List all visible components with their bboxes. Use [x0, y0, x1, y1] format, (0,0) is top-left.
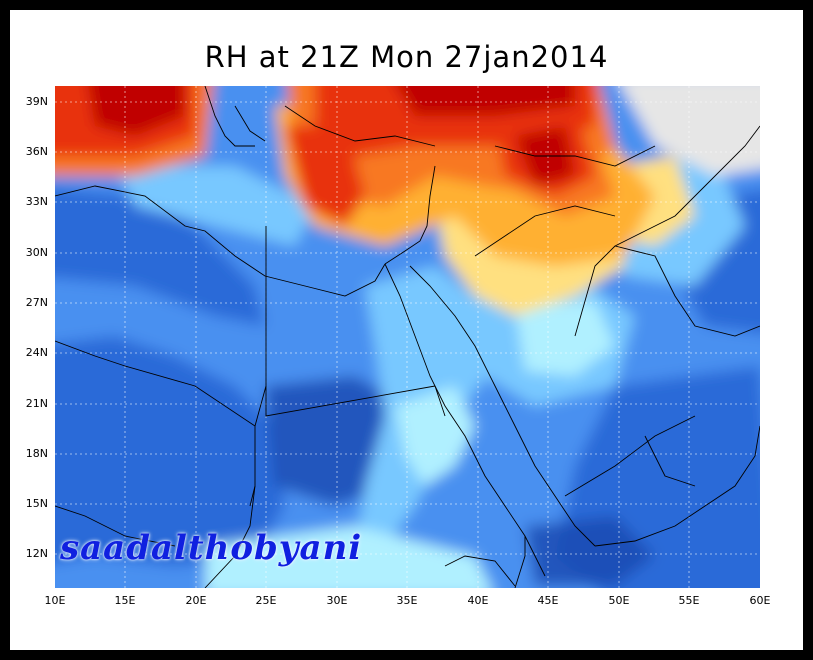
lon-label: 40E — [467, 594, 489, 607]
field-red-med — [285, 126, 365, 226]
lon-label: 35E — [396, 594, 418, 607]
lon-label: 50E — [608, 594, 630, 607]
field-cyan-south — [205, 526, 491, 588]
field-cyan-arabia — [515, 301, 615, 376]
lat-label: 18N — [25, 447, 48, 460]
lat-label: 21N — [25, 397, 48, 410]
lat-label: 30N — [25, 246, 48, 259]
lat-label: 33N — [25, 195, 48, 208]
field-cyan-redsea — [395, 386, 475, 486]
lat-label: 24N — [25, 346, 48, 359]
lat-label: 27N — [25, 296, 48, 309]
lat-label: 15N — [25, 497, 48, 510]
field-light-blue-libya — [115, 166, 315, 246]
field-deep-blue-northwest — [55, 188, 265, 326]
field-gray-north — [620, 86, 760, 176]
lon-label: 25E — [255, 594, 277, 607]
field-deep-blue-yemen — [525, 516, 655, 586]
lon-label: 30E — [326, 594, 348, 607]
lon-label: 15E — [114, 594, 136, 607]
lon-label: 10E — [44, 594, 66, 607]
field-darkred-n — [397, 86, 575, 116]
lon-label: 60E — [749, 594, 771, 607]
lat-label: 39N — [25, 95, 48, 108]
field-deep-blue-west — [55, 336, 285, 566]
lat-label: 12N — [25, 547, 48, 560]
field-darkred-w — [88, 86, 185, 136]
coastlines — [55, 86, 760, 588]
lon-label: 45E — [537, 594, 559, 607]
rh-map — [55, 86, 760, 588]
lon-label: 55E — [678, 594, 700, 607]
watermark-signature: saadalthobyani — [60, 528, 363, 568]
lat-label: 36N — [25, 145, 48, 158]
plot-title: RH at 21Z Mon 27jan2014 — [204, 40, 609, 74]
lon-label: 20E — [185, 594, 207, 607]
